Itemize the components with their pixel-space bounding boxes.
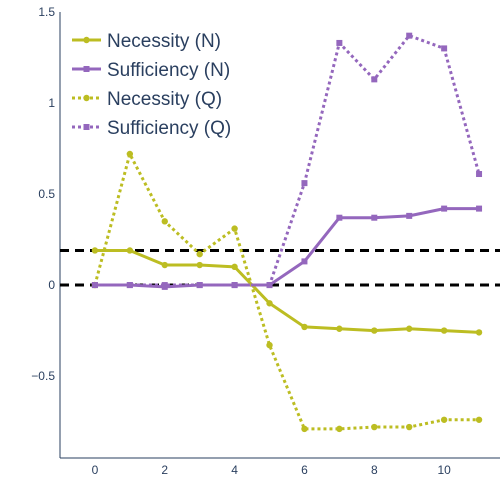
axes: −0.5 0 0.5 1 1.5 0 2 4 6 8 10 <box>31 5 500 477</box>
legend-label: Sufficiency (Q) <box>107 118 231 139</box>
series-point <box>301 425 308 433</box>
series-point <box>196 261 203 269</box>
series-point <box>126 150 134 158</box>
series-point <box>406 32 413 39</box>
series-point <box>91 282 98 289</box>
legend-marker <box>83 94 90 102</box>
series-point <box>476 205 483 212</box>
series-point <box>371 76 378 83</box>
series-point <box>161 261 168 269</box>
y-tick-label: 0 <box>48 278 55 292</box>
series-point <box>126 247 134 254</box>
x-tick-label: 10 <box>437 463 451 477</box>
series-point <box>440 416 448 423</box>
series-point <box>441 45 448 52</box>
series-point <box>475 329 483 336</box>
y-tick-label: 1 <box>48 96 55 110</box>
y-tick-label: −0.5 <box>31 369 55 383</box>
x-tick-label: 0 <box>92 463 99 477</box>
plot-area <box>60 32 500 433</box>
legend-label: Necessity (Q) <box>107 89 222 110</box>
series-point <box>476 171 483 178</box>
series-line-0 <box>94 248 480 334</box>
series-point <box>406 212 413 219</box>
series-line-1 <box>94 207 480 289</box>
series-point <box>336 325 343 332</box>
series-line-2 <box>93 152 480 431</box>
series-point <box>371 214 378 221</box>
series-point <box>161 282 168 289</box>
series-point <box>231 282 238 289</box>
series-point <box>266 282 273 289</box>
series-point <box>266 300 273 307</box>
legend-marker <box>83 124 90 130</box>
series-point <box>231 225 238 232</box>
series-point <box>161 218 168 225</box>
legend: Necessity (N) Sufficiency (N) Necessity (Q… <box>72 31 231 139</box>
series-point <box>406 325 413 332</box>
legend-marker <box>83 36 90 44</box>
x-tick-label: 8 <box>371 463 378 477</box>
series-point <box>406 423 413 431</box>
series-point <box>336 39 343 46</box>
y-tick-label: 0.5 <box>38 187 55 201</box>
series-point <box>336 214 343 221</box>
series-point <box>441 205 448 212</box>
legend-marker <box>83 66 90 72</box>
series-point <box>371 327 378 334</box>
series-point <box>301 323 308 331</box>
series-point <box>231 263 238 271</box>
series-point <box>196 282 203 289</box>
x-tick-label: 6 <box>301 463 308 477</box>
series-point <box>266 341 273 349</box>
series-line-3 <box>94 34 481 287</box>
series-point <box>196 250 203 258</box>
series-point <box>126 282 133 289</box>
legend-label: Necessity (N) <box>107 31 221 52</box>
series-point <box>371 423 378 431</box>
series-point <box>440 327 448 334</box>
series-point <box>336 425 343 433</box>
series-point <box>301 258 308 265</box>
x-tick-label: 4 <box>231 463 238 477</box>
series-point <box>91 247 99 254</box>
y-tick-label: 1.5 <box>38 5 55 19</box>
series-point <box>475 416 483 423</box>
series-point <box>301 180 308 187</box>
legend-label: Sufficiency (N) <box>107 60 230 81</box>
x-tick-label: 2 <box>161 463 168 477</box>
